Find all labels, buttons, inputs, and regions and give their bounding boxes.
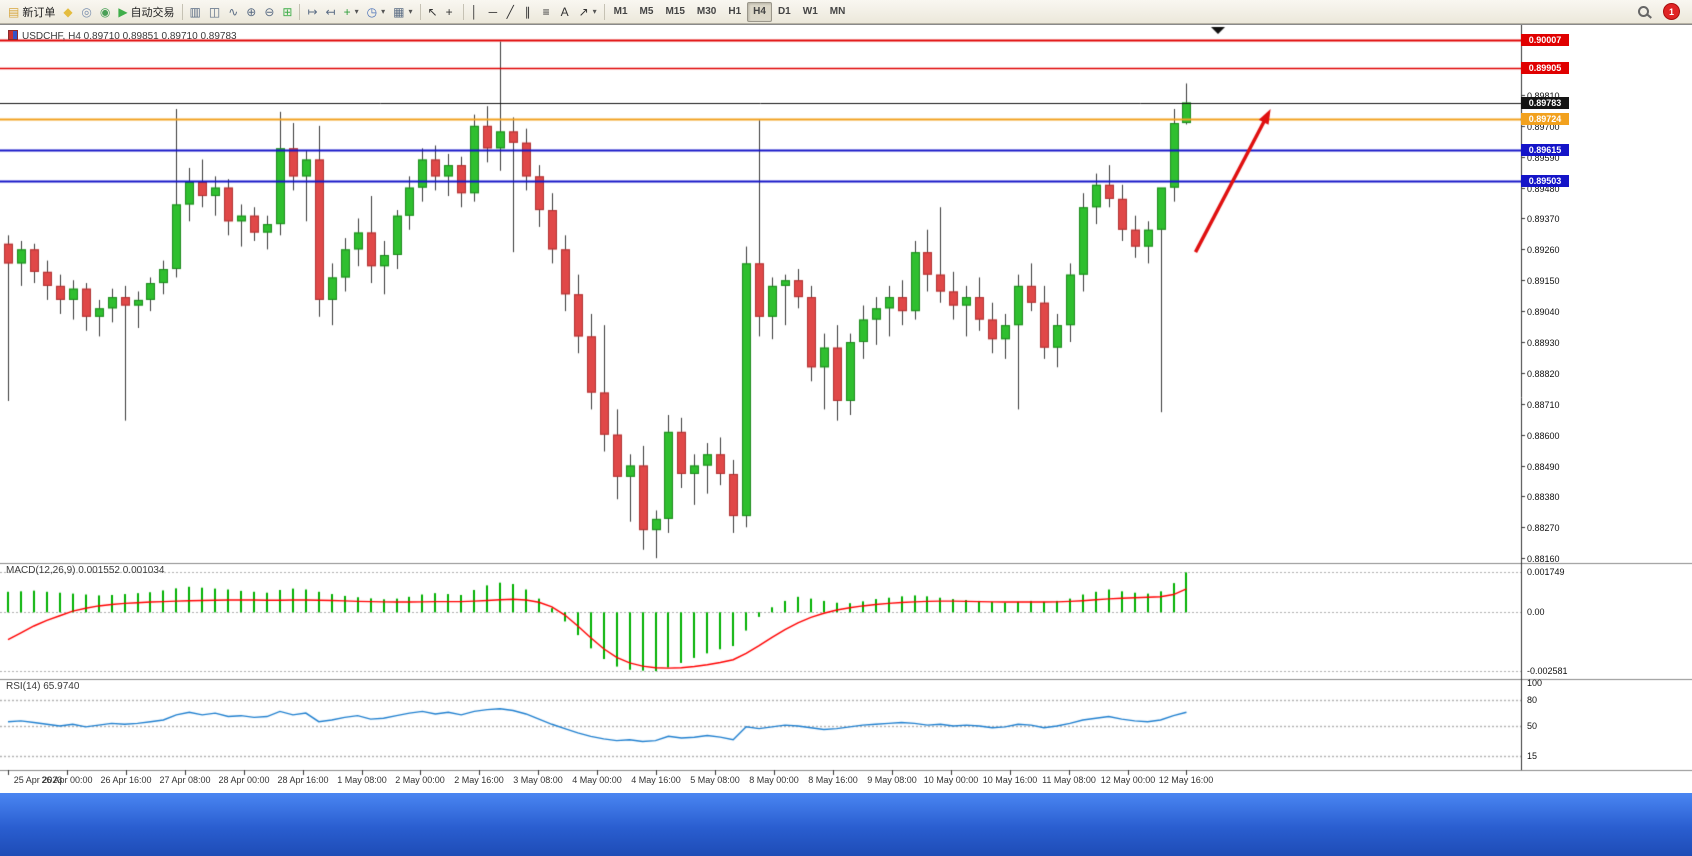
cursor-button[interactable]: ↖ [424, 2, 442, 22]
vertical-line-button[interactable]: │ [467, 2, 485, 22]
timeframe-m15-button[interactable]: M15 [659, 2, 690, 22]
text-icon: A [560, 4, 569, 19]
templates-button[interactable]: ▦ ▾ [389, 2, 416, 22]
arrows-button[interactable]: ↗ ▾ [575, 2, 601, 22]
crosshair-button[interactable]: + [442, 2, 460, 22]
new-order-icon: ▤ [8, 4, 20, 19]
fibonacci-icon: ≡ [542, 4, 550, 19]
chevron-down-icon: ▾ [592, 7, 597, 16]
toolbar-separator [462, 3, 464, 20]
timeframe-d1-button[interactable]: D1 [772, 2, 797, 22]
chart-shift-button[interactable]: ↤ [322, 2, 340, 22]
templates-icon: ▦ [393, 4, 405, 19]
candlestick-chart-button[interactable]: ◫ [205, 2, 224, 22]
bar-chart-button[interactable]: ▥ [186, 2, 205, 22]
horizontal-line-button[interactable]: ─ [485, 2, 503, 22]
arrows-icon: ↗ [578, 4, 589, 19]
line-chart-icon: ∿ [228, 4, 239, 19]
vertical-line-icon: │ [470, 4, 479, 19]
chart-shift-icon: ↤ [325, 4, 336, 19]
toolbar-separator [603, 3, 605, 20]
toolbar-right-group: 1 [1634, 2, 1688, 22]
notification-badge[interactable]: 1 [1663, 3, 1680, 20]
candlestick-chart-icon: ◫ [208, 4, 221, 19]
chart-canvas[interactable] [0, 25, 1692, 793]
chevron-down-icon: ▾ [408, 7, 413, 16]
zoom-in-icon: ⊕ [246, 4, 257, 19]
tile-windows-icon: ⊞ [282, 4, 293, 19]
new-order-label: 新订单 [22, 6, 56, 19]
zoom-in-button[interactable]: ⊕ [242, 2, 260, 22]
toolbar-separator [299, 3, 301, 20]
toolbar-separator [181, 3, 183, 20]
line-chart-button[interactable]: ∿ [224, 2, 242, 22]
toolbar: ▤ 新订单 ◆ ◎ ◉ ▶ 自动交易 ▥ ◫ ∿ ⊕ ⊖ ⊞ ↦ ↤ + ▾ ◷ ▾ ▦ ▾ ↖ + │ ─ ╱ ∥ ≡ A ↗ ▾ M1 M5… [0, 0, 1692, 24]
zoom-out-icon: ⊖ [264, 4, 275, 19]
equidistant-channel-button[interactable]: ∥ [521, 2, 539, 22]
metaeditor-icon: ◆ [63, 4, 73, 19]
toolbar-separator [419, 3, 421, 20]
horizontal-line-icon: ─ [488, 4, 498, 19]
chevron-down-icon: ▾ [354, 7, 359, 16]
timeframe-m30-button[interactable]: M30 [691, 2, 722, 22]
indicators-icon: + [343, 4, 351, 19]
history-center-icon: ◎ [81, 4, 92, 19]
periods-button[interactable]: ◷ ▾ [363, 2, 390, 22]
chevron-down-icon: ▾ [381, 7, 386, 16]
periods-icon: ◷ [366, 4, 378, 19]
indicators-button[interactable]: + ▾ [340, 2, 363, 22]
global-search-icon: ◉ [99, 4, 111, 19]
metaeditor-button[interactable]: ◆ [59, 2, 77, 22]
auto-scroll-icon: ↦ [307, 4, 318, 19]
auto-trading-label: 自动交易 [130, 6, 175, 19]
fibonacci-button[interactable]: ≡ [539, 2, 557, 22]
new-order-button[interactable]: ▤ 新订单 [4, 2, 59, 22]
search-button[interactable] [1634, 2, 1653, 22]
text-button[interactable]: A [557, 2, 575, 22]
auto-trading-icon: ▶ [118, 4, 128, 19]
tile-windows-button[interactable]: ⊞ [278, 2, 296, 22]
zoom-out-button[interactable]: ⊖ [260, 2, 278, 22]
timeframe-h4-button[interactable]: H4 [747, 1, 772, 22]
search-icon [1638, 6, 1649, 17]
global-search-button[interactable]: ◉ [96, 2, 114, 22]
chart-window: USDCHF, H4 0.89710 0.89851 0.89710 0.897… [0, 24, 1692, 793]
taskbar-strip [0, 793, 1692, 856]
timeframe-h1-button[interactable]: H1 [722, 2, 747, 22]
crosshair-icon: + [445, 4, 453, 19]
timeframe-mn-button[interactable]: MN [824, 2, 852, 22]
auto-scroll-button[interactable]: ↦ [303, 2, 321, 22]
auto-trading-button[interactable]: ▶ 自动交易 [114, 2, 178, 22]
trendline-button[interactable]: ╱ [503, 2, 521, 22]
cursor-icon: ↖ [427, 4, 438, 19]
timeframe-m1-button[interactable]: M1 [608, 2, 634, 22]
history-center-button[interactable]: ◎ [77, 2, 95, 22]
bar-chart-icon: ▥ [189, 4, 201, 19]
timeframe-w1-button[interactable]: W1 [797, 2, 824, 22]
timeframe-m5-button[interactable]: M5 [634, 2, 660, 22]
trendline-icon: ╱ [506, 4, 514, 19]
equidistant-channel-icon: ∥ [524, 4, 531, 19]
